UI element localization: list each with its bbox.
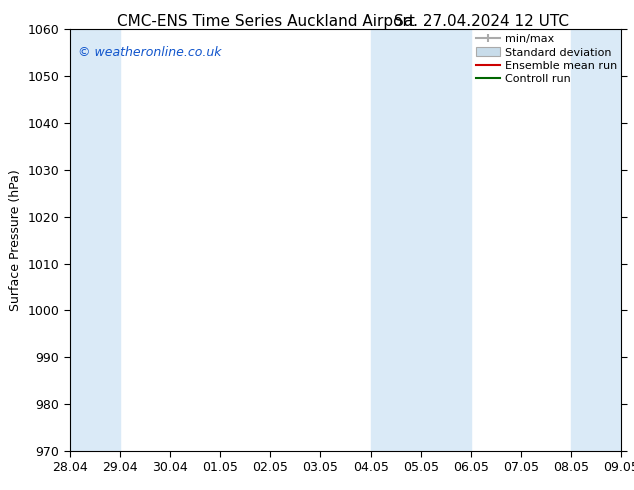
Bar [571,29,634,451]
Legend: min/max, Standard deviation, Ensemble mean run, Controll run: min/max, Standard deviation, Ensemble me… [474,32,619,86]
Text: Sa. 27.04.2024 12 UTC: Sa. 27.04.2024 12 UTC [394,14,569,29]
Y-axis label: Surface Pressure (hPa): Surface Pressure (hPa) [9,169,22,311]
Bar [371,29,471,451]
Text: © weatheronline.co.uk: © weatheronline.co.uk [78,46,221,59]
Bar [70,29,120,451]
Text: CMC-ENS Time Series Auckland Airport: CMC-ENS Time Series Auckland Airport [117,14,415,29]
